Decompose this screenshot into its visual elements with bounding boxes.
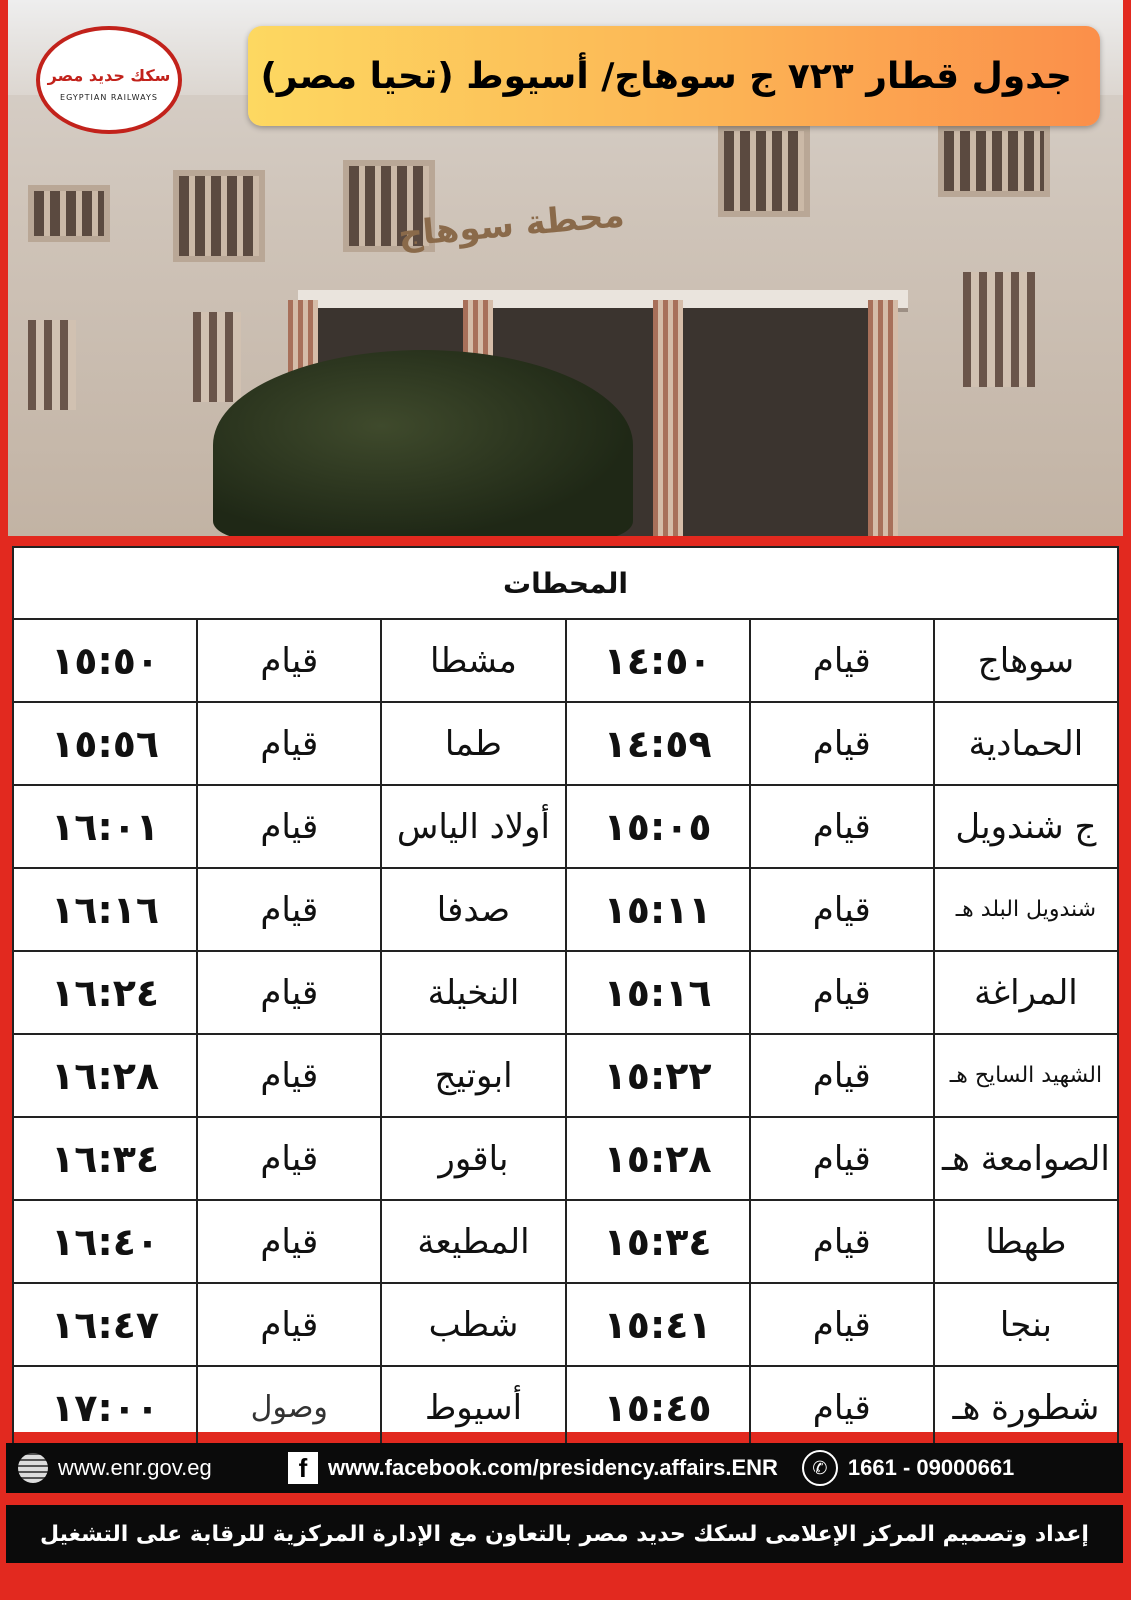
status-cell: قيام: [196, 950, 383, 1035]
status-cell: قيام: [196, 1033, 383, 1118]
credit-text: إعداد وتصميم المركز الإعلامى لسكك حديد م…: [40, 1521, 1089, 1547]
time-cell: ١٥:٠٥: [564, 784, 751, 869]
table-header: المحطات: [12, 546, 1119, 620]
status-cell: قيام: [748, 1033, 935, 1118]
station-cell: شطورة هـ: [932, 1365, 1120, 1450]
station-cell: الصوامعة هـ: [932, 1116, 1120, 1201]
station-cell: بنجا: [932, 1282, 1120, 1367]
status-cell: قيام: [748, 1116, 935, 1201]
status-cell: قيام: [196, 784, 383, 869]
egyptian-railways-logo: سكك حديد مصر EGYPTIAN RAILWAYS: [36, 26, 182, 134]
table-row: شطورة هـ قيام ١٥:٤٥ أسيوط وصول ١٧:٠٠: [11, 1365, 1120, 1450]
time-cell: ١٥:٤٥: [564, 1365, 751, 1450]
station-cell: ج شندويل: [932, 784, 1120, 869]
time-cell: ١٥:٢٢: [564, 1033, 751, 1118]
station-cell: صدفا: [380, 867, 567, 952]
status-cell: قيام: [748, 618, 935, 703]
status-cell: قيام: [748, 701, 935, 786]
station-cell: الحمادية: [932, 701, 1120, 786]
station-cell: مشطا: [380, 618, 567, 703]
time-cell: ١٦:٤٠: [11, 1199, 199, 1284]
station-cell: شطب: [380, 1282, 567, 1367]
page-title: جدول قطار ٧٢٣ ج سوهاج/ أسيوط (تحيا مصر): [260, 55, 1072, 97]
station-cell: سوهاج: [932, 618, 1120, 703]
status-cell: قيام: [748, 950, 935, 1035]
time-cell: ١٦:٢٨: [11, 1033, 199, 1118]
station-cell: باقور: [380, 1116, 567, 1201]
phone-number: 1661 - 09000661: [847, 1455, 1015, 1480]
time-cell: ١٦:٠١: [11, 784, 199, 869]
station-cell: طما: [380, 701, 567, 786]
time-cell: ١٥:٢٨: [564, 1116, 751, 1201]
station-cell: أولاد الياس: [380, 784, 567, 869]
status-cell: قيام: [748, 1282, 935, 1367]
status-cell: قيام: [748, 1199, 935, 1284]
time-cell: ١٥:٤١: [564, 1282, 751, 1367]
table-row: الشهيد السايح هـ قيام ١٥:٢٢ ابوتيج قيام ١٦:٢٨: [11, 1033, 1120, 1118]
time-cell: ١٥:٣٤: [564, 1199, 751, 1284]
time-cell: ١٤:٥٩: [564, 701, 751, 786]
station-cell: طهطا: [932, 1199, 1120, 1284]
facebook-icon: f: [288, 1452, 318, 1484]
table-row: بنجا قيام ١٥:٤١ شطب قيام ١٦:٤٧: [11, 1282, 1120, 1367]
phone-icon: ✆: [801, 1450, 838, 1486]
status-cell: قيام: [196, 701, 383, 786]
station-cell: أسيوط: [380, 1365, 567, 1450]
website-link[interactable]: www.enr.gov.eg: [58, 1455, 212, 1480]
status-cell: قيام: [748, 1365, 935, 1450]
time-cell: ١٦:١٦: [11, 867, 199, 952]
station-cell: المطيعة: [380, 1199, 567, 1284]
facebook-link[interactable]: www.facebook.com/presidency.affairs.ENR: [328, 1455, 778, 1480]
station-cell: ابوتيج: [380, 1033, 567, 1118]
table-row: شندويل البلد هـ قيام ١٥:١١ صدفا قيام ١٦:١٦: [11, 867, 1120, 952]
table-row: المراغة قيام ١٥:١٦ النخيلة قيام ١٦:٢٤: [11, 950, 1120, 1035]
contact-bar: www.enr.gov.eg f www.facebook.com/presid…: [6, 1443, 1123, 1493]
schedule-table: المحطات سوهاج قيام ١٤:٥٠ مشطا قيام ١٥:٥٠ الحما…: [11, 546, 1120, 1450]
time-cell: ١٥:١٦: [564, 950, 751, 1035]
table-row: ج شندويل قيام ١٥:٠٥ أولاد الياس قيام ١٦:٠١: [11, 784, 1120, 869]
status-cell: قيام: [196, 1116, 383, 1201]
time-cell: ١٧:٠٠: [11, 1365, 199, 1450]
time-cell: ١٥:٥٦: [11, 701, 199, 786]
title-banner: جدول قطار ٧٢٣ ج سوهاج/ أسيوط (تحيا مصر): [248, 26, 1100, 126]
status-cell: قيام: [748, 784, 935, 869]
time-cell: ١٦:٣٤: [11, 1116, 199, 1201]
time-cell: ١٥:١١: [564, 867, 751, 952]
globe-icon: [18, 1453, 48, 1483]
table-row: طهطا قيام ١٥:٣٤ المطيعة قيام ١٦:٤٠: [11, 1199, 1120, 1284]
station-cell: النخيلة: [380, 950, 567, 1035]
table-row: سوهاج قيام ١٤:٥٠ مشطا قيام ١٥:٥٠: [11, 618, 1120, 703]
status-cell: قيام: [748, 867, 935, 952]
logo-text: EGYPTIAN RAILWAYS: [60, 92, 158, 102]
status-cell: قيام: [196, 1199, 383, 1284]
credit-bar: إعداد وتصميم المركز الإعلامى لسكك حديد م…: [6, 1505, 1123, 1563]
time-cell: ١٤:٥٠: [564, 618, 751, 703]
logo-mark: سكك حديد مصر: [47, 65, 171, 85]
status-cell: قيام: [196, 1282, 383, 1367]
table-row: الصوامعة هـ قيام ١٥:٢٨ باقور قيام ١٦:٣٤: [11, 1116, 1120, 1201]
time-cell: ١٦:٢٤: [11, 950, 199, 1035]
station-cell: الشهيد السايح هـ: [932, 1033, 1120, 1118]
status-cell: قيام: [196, 867, 383, 952]
table-row: الحمادية قيام ١٤:٥٩ طما قيام ١٥:٥٦: [11, 701, 1120, 786]
station-cell: شندويل البلد هـ: [932, 867, 1120, 952]
time-cell: ١٦:٤٧: [11, 1282, 199, 1367]
time-cell: ١٥:٥٠: [11, 618, 199, 703]
station-cell: المراغة: [932, 950, 1120, 1035]
status-cell: وصول: [196, 1365, 383, 1450]
status-cell: قيام: [196, 618, 383, 703]
